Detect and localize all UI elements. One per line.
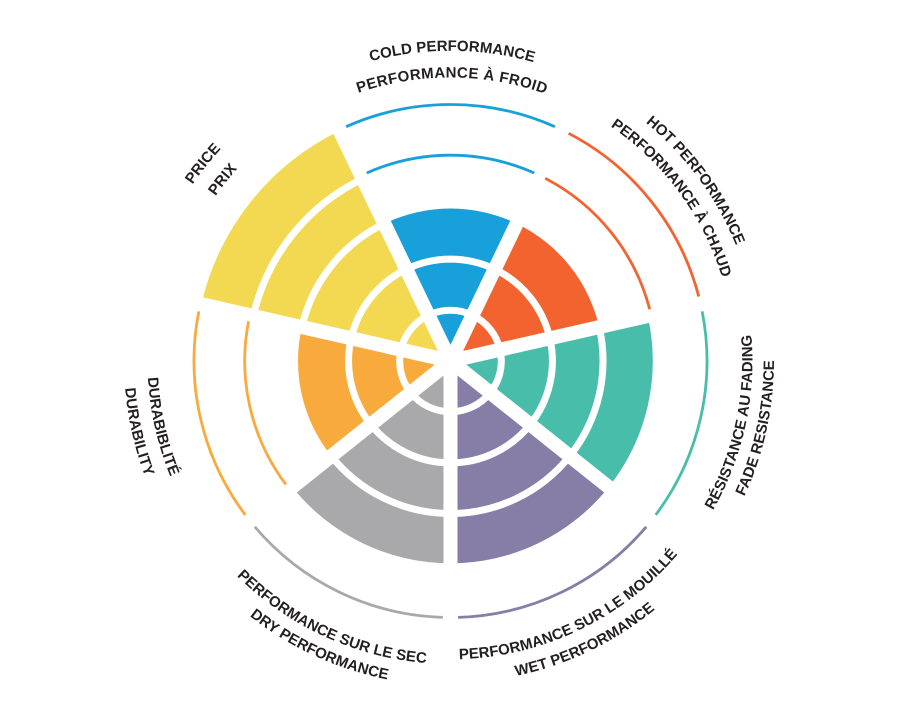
svg-text:PERFORMANCE À FROID: PERFORMANCE À FROID — [354, 65, 550, 98]
svg-text:HOT PERFORMANCE: HOT PERFORMANCE — [643, 113, 748, 247]
svg-text:COLD PERFORMANCE: COLD PERFORMANCE — [367, 38, 537, 66]
